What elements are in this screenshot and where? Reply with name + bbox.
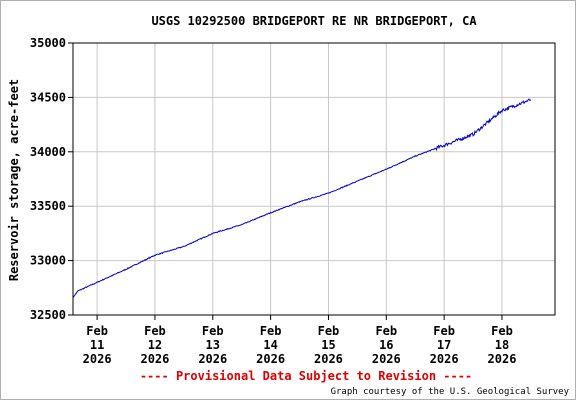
x-tick-month: Feb — [86, 324, 108, 338]
y-tick-label: 32500 — [30, 308, 66, 322]
x-tick-month: Feb — [318, 324, 340, 338]
x-tick-year: 2026 — [83, 352, 112, 366]
x-tick-year: 2026 — [198, 352, 227, 366]
plot-area — [72, 42, 556, 316]
grid-lines — [73, 43, 555, 315]
series-line — [72, 98, 532, 299]
x-tick-month: Feb — [433, 324, 455, 338]
x-tick-year: 2026 — [430, 352, 459, 366]
x-tick-year: 2026 — [372, 352, 401, 366]
x-tick-month: Feb — [491, 324, 513, 338]
y-tick-label: 33500 — [30, 199, 66, 213]
y-tick-label: 34000 — [30, 145, 66, 159]
provisional-notice: ---- Provisional Data Subject to Revisio… — [140, 369, 472, 383]
x-tick-month: Feb — [144, 324, 166, 338]
y-axis-label: Reservoir storage, acre-feet — [7, 79, 21, 281]
x-tick-day: 17 — [437, 338, 451, 352]
x-tick-day: 12 — [148, 338, 162, 352]
x-tick-year: 2026 — [140, 352, 169, 366]
x-tick-day: 15 — [321, 338, 335, 352]
y-tick-label: 34500 — [30, 90, 66, 104]
x-tick-year: 2026 — [314, 352, 343, 366]
x-tick-month: Feb — [375, 324, 397, 338]
y-tick-labels: 32500 33000 33500 34000 34500 35000 — [30, 36, 73, 322]
x-tick-month: Feb — [202, 324, 224, 338]
x-tick-day: 18 — [495, 338, 509, 352]
x-tick-year: 2026 — [488, 352, 517, 366]
x-tick-month: Feb — [260, 324, 282, 338]
x-tick-day: 11 — [90, 338, 104, 352]
x-tick-day: 16 — [379, 338, 393, 352]
x-tick-day: 13 — [206, 338, 220, 352]
x-tick-day: 14 — [263, 338, 277, 352]
x-tick-year: 2026 — [256, 352, 285, 366]
chart-title: USGS 10292500 BRIDGEPORT RE NR BRIDGEPOR… — [151, 14, 477, 28]
y-tick-label: 35000 — [30, 36, 66, 50]
usgs-credit: Graph courtesy of the U.S. Geological Su… — [331, 387, 570, 397]
x-tick-labels: Feb112026Feb122026Feb132026Feb142026Feb1… — [83, 315, 517, 366]
y-tick-label: 33000 — [30, 254, 66, 268]
